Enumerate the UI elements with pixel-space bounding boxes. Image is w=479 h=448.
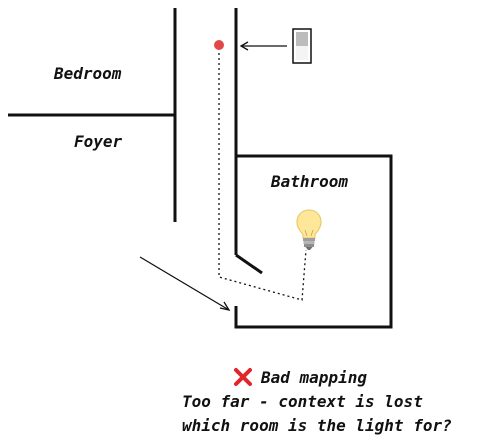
room-label-bathroom: Bathroom	[271, 172, 349, 191]
door-pointer-arrow	[139, 256, 230, 311]
caption-status-row: Bad mapping	[233, 366, 367, 388]
x-mark-icon	[234, 368, 252, 386]
switch-pointer-arrowhead	[239, 41, 249, 51]
door-pointer-arrowhead	[219, 301, 231, 311]
light-bulb-icon	[296, 209, 322, 250]
wiring-dotted-line	[218, 48, 307, 301]
light-switch-icon	[292, 28, 312, 64]
caption-status-text: Bad mapping	[261, 367, 367, 387]
room-label-foyer: Foyer	[74, 132, 123, 151]
switch-location-dot-icon	[214, 40, 224, 50]
room-label-bedroom: Bedroom	[54, 64, 122, 83]
arrows	[139, 41, 287, 311]
walls	[8, 8, 393, 329]
wall-bathroom	[234, 154, 393, 329]
bathroom-door	[235, 253, 263, 275]
caption-line-1: Too far - context is lost	[182, 392, 423, 411]
caption-line-2: which room is the light for?	[182, 416, 452, 435]
